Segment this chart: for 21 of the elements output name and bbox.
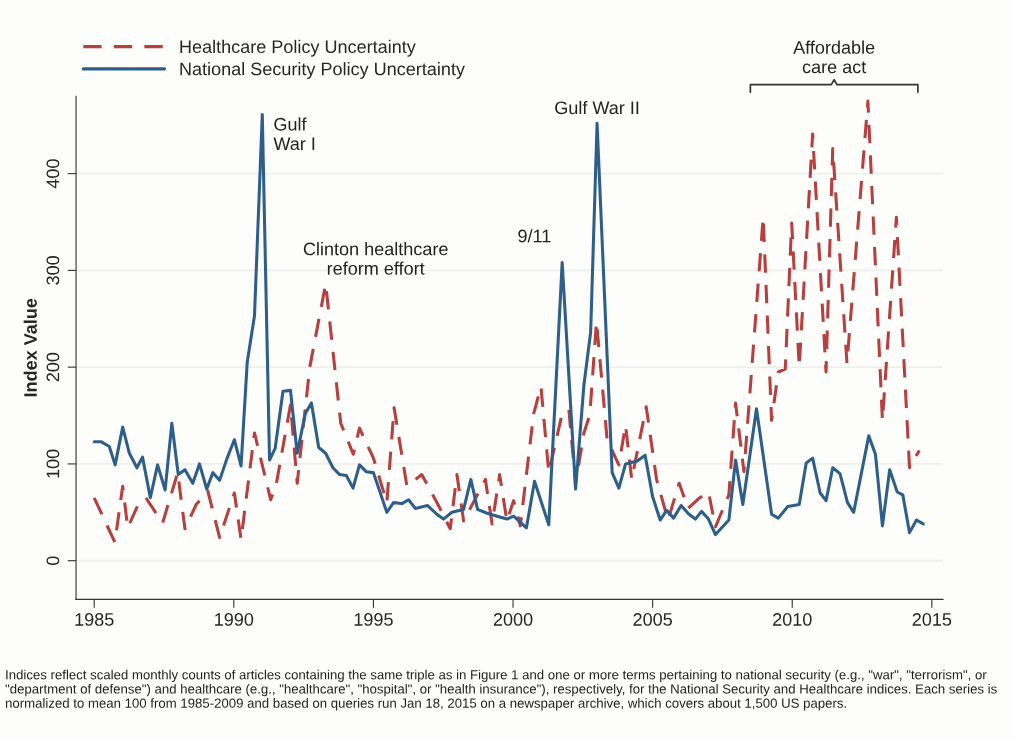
y-tick-label: 200 (46, 352, 60, 382)
legend-label: Healthcare Policy Uncertainty (180, 39, 416, 57)
x-tick-label: 1990 (215, 613, 254, 626)
x-tick-label: 2000 (493, 613, 533, 626)
y-tick-label: 0 (46, 556, 60, 566)
y-tick-label: 100 (46, 449, 60, 478)
annotation: Gulf War II (555, 100, 639, 115)
x-tick-label: 1985 (75, 613, 114, 626)
x-tick-label: 2005 (633, 613, 672, 626)
x-tick-label: 2015 (912, 613, 952, 626)
x-tick-label: 2010 (773, 613, 812, 626)
y-tick-label: 300 (46, 256, 60, 285)
annotation: 9/11 (518, 229, 551, 243)
annotation: Gulf War I (273, 117, 315, 151)
text: Affordable care act (793, 40, 875, 74)
annotation: Clinton healthcare reform effort (303, 242, 448, 275)
y-axis-title: Index Value (23, 298, 37, 397)
y-tick-label: 400 (46, 159, 60, 189)
x-tick-label: 1995 (354, 613, 393, 626)
text: Indices reflect scaled monthly counts of articles containing the same triple as in Figure 1 and one or more terms pertaining to national security (e.g., "war", "terrorism", or "department of defense") and healthcare (e.g., "healthcare", "hospital", or "health insurance"), respectively, for the National Security and Healthcare indices. Each series is normalized to mean 100 from 1985-2009 and based on queries run Jan 18, 2015 on a newspaper archive, which covers about 1,500 US papers. (5, 669, 997, 711)
legend-label: National Security Policy Uncertainty (180, 62, 465, 79)
